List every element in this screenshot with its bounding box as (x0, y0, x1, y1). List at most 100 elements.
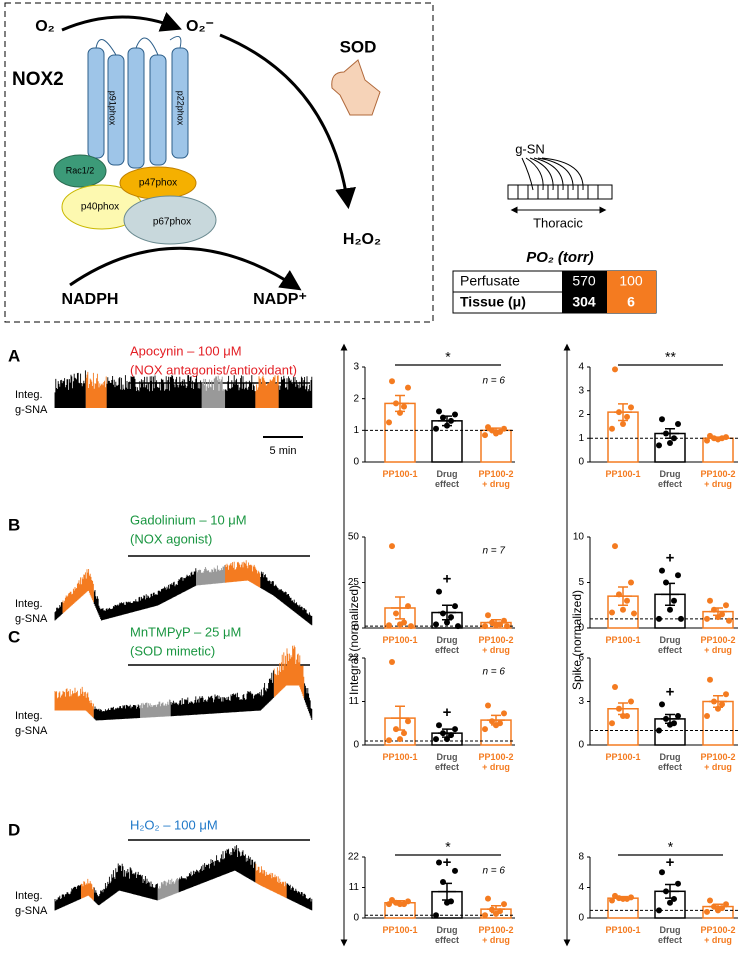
data-point (631, 610, 637, 617)
data-point (663, 430, 669, 437)
data-point (482, 623, 488, 630)
data-point (726, 617, 732, 624)
x-tick-label: Drug effect (434, 635, 459, 655)
panel-letter: D (8, 820, 20, 839)
data-point (663, 715, 669, 722)
y-tick-label: 1 (353, 425, 359, 436)
y-tick-label: 22 (348, 852, 360, 863)
y-tick-label: 6 (578, 653, 584, 664)
data-point (656, 615, 662, 622)
y-tick-label: 1 (578, 433, 584, 444)
data-point (436, 408, 442, 415)
data-point (393, 400, 399, 407)
data-point (723, 691, 729, 698)
y-tick-label: 50 (348, 532, 360, 543)
data-point (433, 912, 439, 919)
error-bar (614, 586, 632, 606)
data-point (675, 880, 681, 887)
x-tick-label: Drug effect (657, 752, 682, 772)
label: SOD (340, 37, 377, 56)
data-point (711, 606, 717, 613)
data-point (440, 878, 446, 885)
y-tick-label: 4 (578, 882, 584, 893)
data-point (485, 895, 491, 902)
y-tick-label: 4 (578, 362, 584, 373)
drug-role: (NOX antagonist/antioxidant) (130, 362, 297, 377)
data-point (707, 676, 713, 683)
panel-letter: B (8, 515, 20, 534)
data-point (711, 903, 717, 910)
x-tick-label: PP100-2 + drug (700, 752, 736, 772)
data-point (675, 572, 681, 579)
drug-role: (NOX agonist) (130, 531, 212, 546)
y-tick-label: 22 (348, 653, 360, 664)
data-point (667, 721, 673, 728)
error-bar (709, 903, 727, 910)
data-point (624, 413, 630, 420)
table-cell: 6 (627, 294, 635, 310)
data-point (719, 701, 725, 708)
data-point (663, 579, 669, 586)
plus-marker: + (666, 683, 675, 700)
error-bar (391, 705, 409, 731)
arrow (69, 246, 302, 291)
x-tick-label: Drug effect (434, 925, 459, 945)
data-point (715, 614, 721, 621)
plus-marker: + (666, 854, 675, 871)
nox2-cylinders (87, 35, 189, 169)
trace-label: g-SNA (15, 613, 48, 625)
data-point (616, 705, 622, 712)
data-point (397, 736, 403, 743)
data-point (628, 698, 634, 705)
label: NADPH (62, 291, 119, 308)
data-point (386, 419, 392, 426)
nerve-trace (54, 568, 313, 626)
rac-shape (53, 154, 107, 188)
nerve-trace (54, 845, 313, 911)
data-point (671, 895, 677, 902)
y-tick-label: 2 (578, 409, 584, 420)
data-point (389, 658, 395, 665)
error-bar (487, 905, 505, 914)
data-point (444, 619, 450, 626)
label: O₂ (35, 18, 55, 35)
data-point (501, 710, 507, 717)
error-bar (661, 428, 679, 439)
data-point (675, 713, 681, 719)
data-point (448, 732, 454, 739)
n-label: n = 7 (482, 546, 505, 557)
n-label: n = 6 (482, 667, 505, 678)
y-axis-label: Spike (normalized) (570, 590, 584, 690)
data-point (704, 437, 710, 444)
data-point (671, 435, 677, 442)
y-tick-label: 3 (578, 385, 584, 396)
label: p47phox (139, 178, 177, 189)
nerve-trace (85, 371, 279, 408)
data-point (397, 621, 403, 628)
data-point (656, 727, 662, 734)
p67-shape (123, 195, 217, 245)
data-point (620, 713, 626, 719)
data-point (444, 899, 450, 906)
drug-role: (SOD mimetic) (130, 643, 215, 658)
data-point (723, 901, 729, 908)
y-tick-label: 5 (578, 577, 584, 588)
data-point (620, 421, 626, 427)
x-tick-label: PP100-2 + drug (478, 635, 514, 655)
x-tick-label: PP100-2 + drug (478, 752, 514, 772)
x-tick-label: PP100-2 + drug (700, 469, 736, 489)
data-point (493, 622, 499, 629)
data-point (612, 366, 618, 373)
data-point (667, 440, 673, 446)
nerve-trace (157, 878, 179, 901)
data-point (504, 623, 510, 630)
trace-label: Integ. (15, 598, 43, 610)
label: g-SN (515, 141, 545, 156)
data-point (389, 378, 395, 385)
data-point (659, 701, 665, 708)
y-tick-label: 0 (578, 623, 584, 634)
y-tick-label: 3 (578, 696, 584, 707)
data-point (704, 908, 710, 915)
x-tick-label: PP100-1 (382, 752, 418, 762)
